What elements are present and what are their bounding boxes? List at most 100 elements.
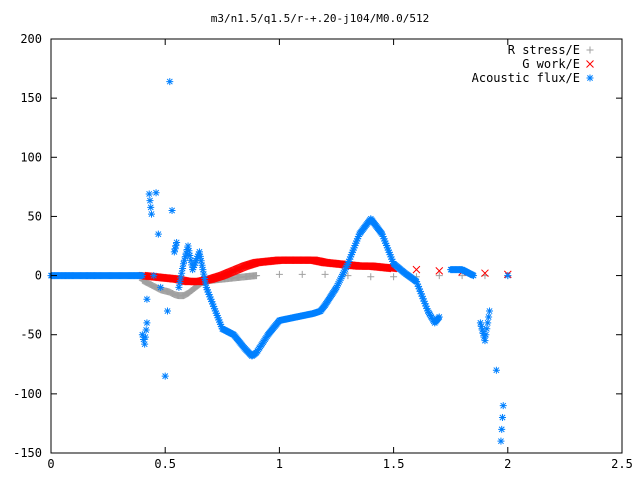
- data-point-fill: [211, 305, 219, 313]
- data-point-fill: [484, 319, 492, 327]
- x-tick-label: 2: [504, 457, 511, 471]
- data-point-fill: [414, 282, 422, 290]
- data-point-fill: [485, 313, 493, 321]
- data-point: [138, 272, 146, 280]
- data-point-fill: [347, 251, 355, 259]
- data-point: [435, 272, 443, 280]
- data-point: [161, 372, 169, 380]
- y-tick-label: 150: [20, 91, 42, 105]
- data-point: [175, 283, 183, 291]
- data-point-fill: [192, 257, 200, 265]
- data-point: [378, 230, 386, 238]
- data-point: [179, 260, 187, 268]
- data-point-fill: [206, 293, 214, 301]
- data-point: [481, 269, 489, 278]
- data-point-fill: [215, 316, 223, 324]
- data-point: [344, 260, 352, 268]
- data-point-fill: [384, 246, 392, 254]
- data-point-fill: [381, 237, 389, 245]
- data-point-fill: [379, 232, 387, 240]
- data-point-fill: [482, 331, 490, 339]
- data-point-fill: [413, 280, 421, 288]
- data-point: [202, 283, 210, 291]
- data-point: [333, 283, 340, 291]
- data-point: [143, 295, 151, 303]
- y-tick-label: -150: [13, 446, 42, 460]
- data-point: [321, 270, 329, 278]
- data-point: [138, 331, 146, 339]
- data-point-fill: [385, 248, 393, 256]
- legend-label: G work/E: [522, 57, 580, 71]
- data-point-fill: [345, 257, 353, 265]
- data-point-fill: [346, 255, 354, 263]
- data-point-fill: [208, 298, 216, 306]
- series-2: [47, 78, 512, 445]
- data-point-fill: [191, 259, 199, 267]
- data-point-fill: [335, 278, 343, 286]
- data-point: [168, 207, 176, 215]
- data-point-fill: [204, 288, 212, 296]
- data-point-fill: [186, 251, 194, 259]
- data-point: [189, 266, 197, 274]
- data-point-fill: [418, 292, 426, 300]
- data-point: [504, 272, 512, 280]
- data-point-fill: [178, 269, 186, 277]
- data-point-fill: [478, 326, 486, 334]
- data-point-fill: [214, 314, 222, 322]
- legend-marker: [586, 46, 594, 54]
- data-point: [486, 307, 494, 315]
- data-point: [390, 273, 398, 281]
- data-point-fill: [479, 330, 487, 338]
- data-point-fill: [483, 325, 491, 333]
- data-point-fill: [209, 300, 217, 308]
- data-point-fill: [189, 263, 197, 271]
- data-point-fill: [423, 305, 431, 313]
- data-point-fill: [340, 269, 348, 277]
- y-tick-label: -50: [20, 328, 42, 342]
- data-point-fill: [386, 251, 394, 259]
- data-point: [173, 238, 181, 246]
- data-point-fill: [197, 257, 205, 265]
- x-tick-label: 1: [276, 457, 283, 471]
- data-point-fill: [419, 295, 427, 303]
- data-point: [435, 266, 444, 275]
- data-point: [195, 248, 203, 256]
- data-point-fill: [415, 285, 423, 293]
- legend-label: R stress/E: [508, 43, 580, 57]
- data-point-fill: [353, 237, 361, 245]
- data-point-fill: [205, 290, 213, 298]
- data-point-fill: [193, 255, 201, 263]
- legend-label: Acoustic flux/E: [472, 71, 580, 85]
- data-point-fill: [352, 239, 360, 247]
- data-point: [166, 78, 174, 86]
- y-tick-label: 0: [35, 269, 42, 283]
- data-point-fill: [422, 302, 430, 310]
- data-point: [152, 189, 160, 197]
- data-point-fill: [354, 235, 362, 243]
- data-point-fill: [217, 323, 225, 331]
- data-point-fill: [203, 286, 211, 294]
- data-point-fill: [383, 242, 391, 250]
- x-tick-label: 1.5: [383, 457, 405, 471]
- data-point-fill: [383, 244, 391, 252]
- data-point-fill: [179, 264, 187, 272]
- data-point: [470, 272, 478, 280]
- data-point-fill: [199, 266, 207, 274]
- data-point-fill: [386, 264, 394, 272]
- data-point-fill: [341, 265, 349, 273]
- data-point-fill: [389, 257, 397, 265]
- data-point-fill: [342, 263, 350, 271]
- data-point: [499, 402, 507, 410]
- data-point-fill: [196, 252, 204, 260]
- data-point-fill: [212, 309, 220, 317]
- data-point-fill: [348, 248, 356, 256]
- data-point-fill: [171, 245, 179, 253]
- y-tick-label: -100: [13, 387, 42, 401]
- series-1: [138, 256, 512, 286]
- data-point: [157, 283, 165, 291]
- data-point-fill: [180, 256, 188, 264]
- data-point-fill: [216, 318, 224, 326]
- data-point: [141, 340, 149, 348]
